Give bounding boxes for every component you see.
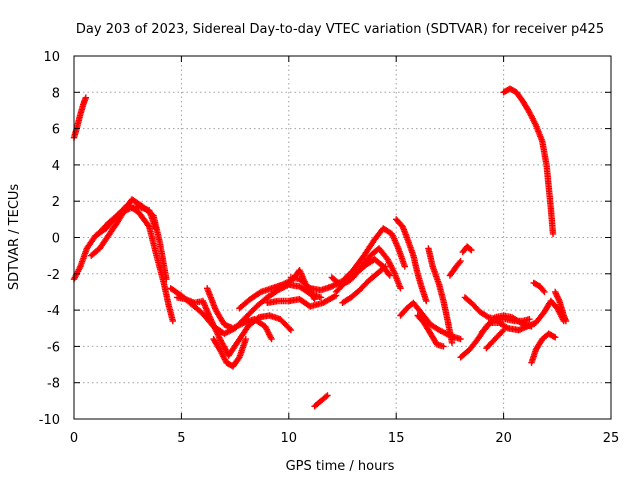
data-series-arc7	[204, 285, 275, 343]
data-point	[145, 222, 152, 229]
tick-labels: 0 5 10 15 20 25 -10 -8 -6 -4 -2 0 2 4 6 8 10	[39, 50, 620, 446]
data-point	[457, 257, 464, 265]
y-tick-label: -6	[47, 340, 60, 355]
data-point	[423, 297, 430, 305]
data-point	[268, 335, 275, 343]
data-series-arc10	[264, 292, 340, 310]
y-tick-label: 2	[52, 195, 60, 210]
data-point	[397, 285, 404, 292]
data-point	[385, 271, 392, 278]
axis-ticks	[73, 55, 612, 420]
y-axis-label: SDTVAR / TECUs	[7, 184, 22, 291]
data-point	[242, 335, 249, 343]
data-point	[468, 247, 475, 254]
data-series-arc12	[311, 392, 331, 410]
data-point	[82, 94, 89, 101]
data-point	[317, 294, 325, 301]
chart-title: Day 203 of 2023, Sidereal Day-to-day VTE…	[76, 22, 604, 37]
data-point	[562, 317, 570, 325]
data-series-arc2	[70, 201, 176, 325]
data-series-arc4	[96, 203, 159, 236]
data-point	[457, 335, 464, 343]
x-axis-label: GPS time / hours	[286, 459, 395, 474]
data-point	[305, 284, 313, 291]
x-tick-label: 5	[177, 431, 185, 446]
data-series-arc26	[500, 85, 557, 238]
y-tick-label: 6	[52, 123, 60, 138]
data-series-arc24	[478, 297, 567, 336]
data-point	[286, 325, 293, 333]
data-series-arc29	[552, 288, 570, 325]
data-point	[456, 259, 463, 266]
data-point	[526, 316, 533, 323]
data-series-arc18	[425, 245, 456, 346]
data-series-arc14	[339, 263, 389, 306]
data-series-arc21	[459, 243, 475, 256]
data-series-arc16	[393, 216, 430, 305]
data-point	[386, 272, 393, 279]
x-tick-label: 0	[70, 431, 78, 446]
data-series-arc11	[287, 225, 408, 294]
data-series-arc20	[446, 257, 464, 279]
data-point	[311, 296, 318, 303]
y-tick-label: -2	[47, 268, 60, 283]
y-tick-label: 10	[43, 50, 60, 65]
y-tick-label: -8	[47, 377, 60, 392]
data-point	[324, 392, 331, 399]
data-point	[486, 320, 493, 328]
data-point	[440, 343, 447, 350]
data-point	[540, 287, 547, 294]
data-point	[499, 328, 506, 335]
data-point	[549, 230, 557, 238]
data-point	[541, 288, 548, 296]
data-point	[163, 276, 170, 283]
data-point	[516, 318, 523, 326]
x-tick-label: 20	[495, 431, 512, 446]
data-series-arc28	[528, 330, 559, 366]
data-point	[310, 294, 317, 301]
data-point	[152, 225, 159, 232]
x-tick-label: 25	[603, 431, 620, 446]
data-point	[401, 263, 408, 270]
y-tick-label: -10	[39, 413, 60, 428]
x-tick-label: 15	[388, 431, 405, 446]
data-series-arc19	[414, 312, 447, 350]
data-point	[323, 393, 330, 400]
data-series-arc27	[530, 279, 548, 296]
data-series-arc25	[483, 326, 507, 352]
data-point	[500, 326, 507, 334]
data-series-arc15	[328, 256, 393, 288]
data-point	[467, 246, 474, 253]
data-series-arc8	[210, 335, 249, 370]
y-tick-label: 4	[52, 159, 60, 174]
data-point	[448, 339, 456, 346]
y-tick-label: 0	[52, 232, 60, 247]
y-tick-label: -4	[47, 304, 60, 319]
data-point	[169, 317, 176, 325]
data-points	[70, 85, 570, 410]
y-tick-label: 8	[52, 86, 60, 101]
data-point	[552, 334, 559, 341]
data-point	[287, 326, 295, 334]
x-tick-label: 10	[281, 431, 298, 446]
